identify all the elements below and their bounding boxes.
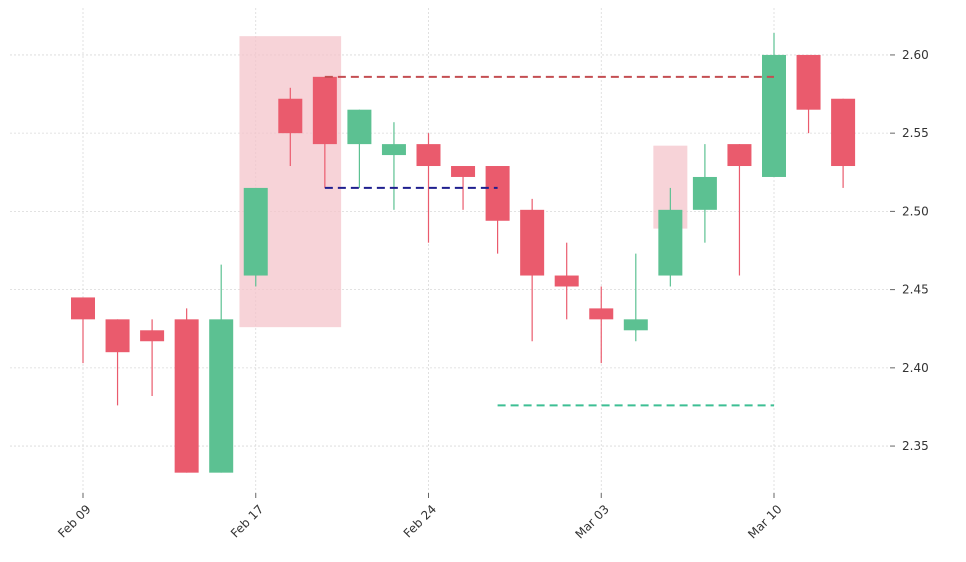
grid <box>10 8 890 493</box>
candle-body-down <box>416 144 441 167</box>
y-axis: 2.35 2.40 2.45 2.50 2.55 2.60 <box>890 48 929 453</box>
candle-body-down <box>71 297 95 320</box>
candle-body-up <box>762 54 786 177</box>
candle-body-down <box>278 98 303 134</box>
x-tick-label: Mar 10 <box>745 502 784 541</box>
candle-body-up <box>243 187 268 276</box>
x-tick-label: Feb 17 <box>228 502 266 540</box>
y-tick-label: 2.50 <box>902 204 929 218</box>
y-tick-label: 2.55 <box>902 126 929 140</box>
x-tick-label: Mar 03 <box>572 502 611 541</box>
candle-body-down <box>589 308 614 320</box>
candle-body-up <box>381 144 406 156</box>
candle-body-down <box>554 275 579 287</box>
candle-body-up <box>347 109 372 145</box>
candles <box>71 33 856 473</box>
x-tick-label: Feb 24 <box>401 502 439 540</box>
y-tick-label: 2.35 <box>902 439 929 453</box>
candle-body-down <box>727 144 752 167</box>
candle-body-down <box>174 319 199 473</box>
candle-body-down <box>312 76 337 145</box>
reference-lines <box>324 75 774 407</box>
y-tick-label: 2.40 <box>902 361 929 375</box>
candle-body-up <box>209 319 234 473</box>
candle-body-down <box>520 209 545 276</box>
x-axis: Feb 09 Feb 17 Feb 24 Mar 03 Mar 10 <box>55 493 785 541</box>
candle-body-up <box>658 209 683 276</box>
y-tick-label: 2.45 <box>902 283 929 297</box>
candle-body-down <box>105 319 130 353</box>
candle-body-down <box>140 330 165 342</box>
candle-body-down <box>451 166 476 177</box>
candle-body-down <box>831 98 856 167</box>
y-tick-label: 2.60 <box>902 48 929 62</box>
x-tick-label: Feb 09 <box>55 502 93 540</box>
candle-body-up <box>623 319 648 331</box>
candle-body-up <box>692 176 717 210</box>
candle-body-down <box>485 166 510 221</box>
candle-body-down <box>796 54 821 110</box>
